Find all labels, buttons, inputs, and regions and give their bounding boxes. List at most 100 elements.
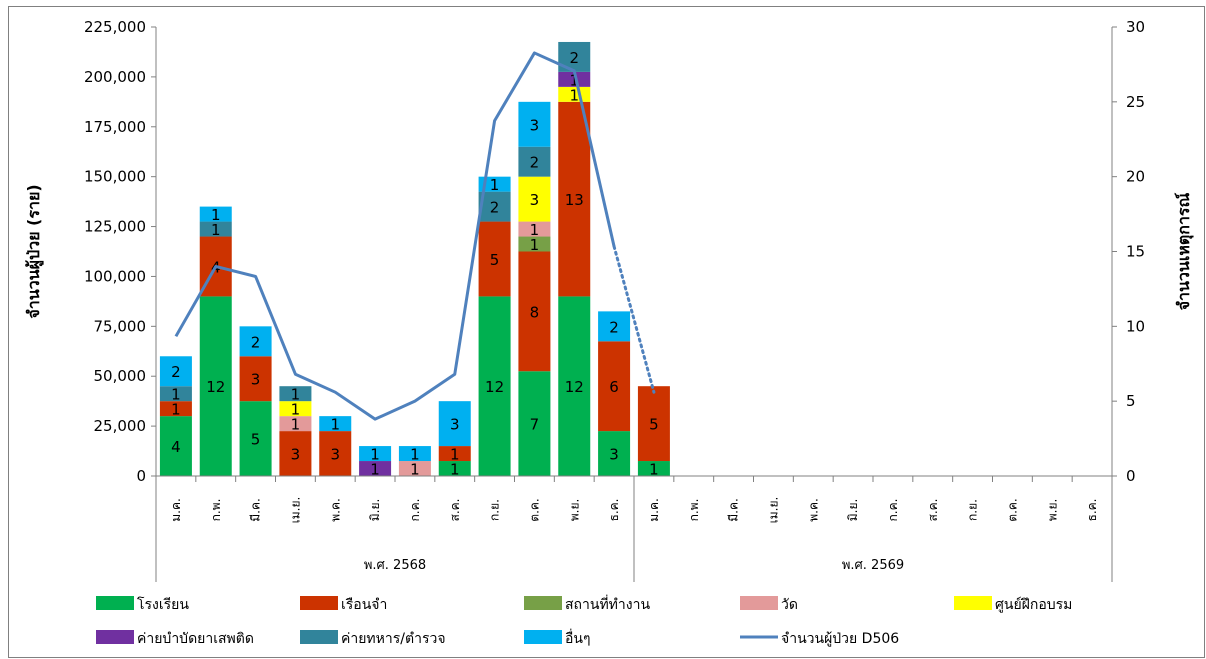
legend-swatch: [96, 596, 134, 610]
month-label: เม.ย.: [288, 497, 302, 524]
right-tick-label: 0: [1126, 467, 1136, 485]
bar-segment: [558, 296, 591, 476]
legend-label: สถานที่ทำงาน: [565, 595, 650, 613]
left-tick-label: 200,000: [84, 68, 146, 86]
legend-label: ศูนย์ฝึกอบรม: [995, 596, 1072, 613]
data-label: 1: [211, 206, 221, 224]
month-label: ก.พ.: [687, 499, 701, 522]
left-tick-label: 100,000: [84, 267, 146, 285]
legend-label: เรือนจำ: [341, 597, 387, 613]
left-axis-title: จำนวนผู้ป่วย (ราย): [24, 184, 45, 318]
bar-segment: [518, 371, 551, 476]
data-label: 5: [649, 416, 659, 434]
month-label: ม.ค.: [169, 498, 183, 522]
data-label: 1: [291, 386, 301, 404]
bar-segment: [518, 146, 551, 177]
bar-segment: [478, 296, 511, 476]
left-tick-label: 0: [136, 467, 146, 485]
bar-segment: [518, 236, 551, 252]
data-label: 4: [171, 438, 181, 456]
data-label: 1: [450, 446, 460, 464]
data-label: 2: [609, 318, 619, 336]
month-label: เม.ย.: [766, 497, 780, 524]
legend-label: อื่นๆ: [565, 629, 591, 647]
data-label: 1: [370, 461, 380, 479]
bar-segment: [558, 71, 591, 87]
data-label: 1: [291, 416, 301, 434]
left-tick-label: 50,000: [94, 367, 147, 385]
data-label: 2: [569, 49, 579, 67]
month-label: ก.พ.: [209, 499, 223, 522]
bar-segment: [199, 206, 232, 222]
data-label: 2: [171, 363, 181, 381]
legend-label: จำนวนผู้ป่วย D506: [781, 631, 899, 647]
month-label: ต.ค.: [527, 498, 541, 521]
bar-segment: [319, 431, 352, 476]
month-label: ต.ค.: [1005, 498, 1019, 521]
data-label: 1: [171, 401, 181, 419]
right-tick-label: 25: [1126, 93, 1145, 111]
bar-segment: [159, 386, 192, 402]
chart-frame: จำนวนผู้ป่วย (ราย) จำนวนเหตุการณ์ 4 1 1 2 12…: [8, 6, 1205, 658]
data-label: 1: [410, 461, 420, 479]
data-label: 2: [490, 199, 500, 217]
data-label: 1: [330, 416, 340, 434]
data-label: 1: [211, 221, 221, 239]
legend-swatch: [954, 596, 992, 610]
month-label: พ.ค.: [806, 498, 820, 522]
bar-segment: [319, 416, 352, 432]
bar-segment: [239, 356, 272, 402]
data-label: 12: [485, 378, 504, 396]
month-label: พ.ค.: [328, 498, 342, 522]
bar-segment: [279, 431, 312, 476]
bar-segment: [438, 461, 471, 476]
right-tick-label: 5: [1126, 392, 1136, 410]
bar-segment: [279, 386, 312, 402]
data-label: 5: [251, 431, 261, 449]
bar-segment: [518, 221, 551, 237]
bars-layer: 4112124115323111311111113125217811323121…: [159, 41, 670, 479]
legend-label: ค่ายบำบัดยาเสพติด: [137, 631, 254, 647]
axes-layer: 0 25,000 50,000 75,000 100,000 125,000 150,000…: [84, 18, 1145, 582]
legend: โรงเรียน เรือนจำ สถานที่ทำงาน วัด ศูนย์ฝึกอบ…: [96, 595, 1072, 647]
data-label: 1: [291, 401, 301, 419]
bar-segment: [239, 326, 272, 357]
data-label: 3: [530, 116, 540, 134]
bar-segment: [279, 416, 312, 432]
left-tick-label: 25,000: [94, 417, 147, 435]
month-label: มี.ค.: [727, 498, 741, 522]
legend-label: วัด: [781, 597, 798, 613]
line-series-dotted: [612, 245, 656, 394]
bar-segment: [199, 221, 232, 237]
data-label: 7: [530, 416, 540, 434]
line-series-solid: [174, 51, 616, 421]
month-label: ธ.ค.: [1085, 499, 1099, 522]
data-label: 12: [565, 378, 584, 396]
month-label: พ.ย.: [1045, 499, 1059, 522]
bar-segment: [159, 356, 192, 387]
data-label: 13: [565, 191, 584, 209]
bar-segment: [438, 446, 471, 462]
bar-segment: [359, 461, 392, 476]
group-label: พ.ศ. 2569: [842, 558, 904, 573]
data-label: 1: [450, 461, 460, 479]
right-tick-label: 20: [1126, 168, 1145, 186]
bar-segment: [598, 431, 631, 476]
right-tick-label: 30: [1126, 18, 1145, 36]
bar-segment: [199, 296, 232, 476]
month-label: มี.ค.: [249, 498, 263, 522]
bar-segment: [159, 416, 192, 476]
data-label: 6: [609, 378, 619, 396]
bar-segment: [518, 176, 551, 222]
bar-segment: [598, 311, 631, 342]
data-label: 3: [251, 371, 261, 389]
data-label: 1: [649, 461, 659, 479]
data-label: 5: [490, 251, 500, 269]
data-label: 12: [206, 378, 225, 396]
bar-segment: [239, 401, 272, 476]
data-label: 3: [450, 416, 460, 434]
bar-segment: [159, 401, 192, 417]
left-tick-label: 75,000: [94, 317, 147, 335]
bar-segment: [598, 341, 631, 432]
data-label: 2: [530, 154, 540, 172]
